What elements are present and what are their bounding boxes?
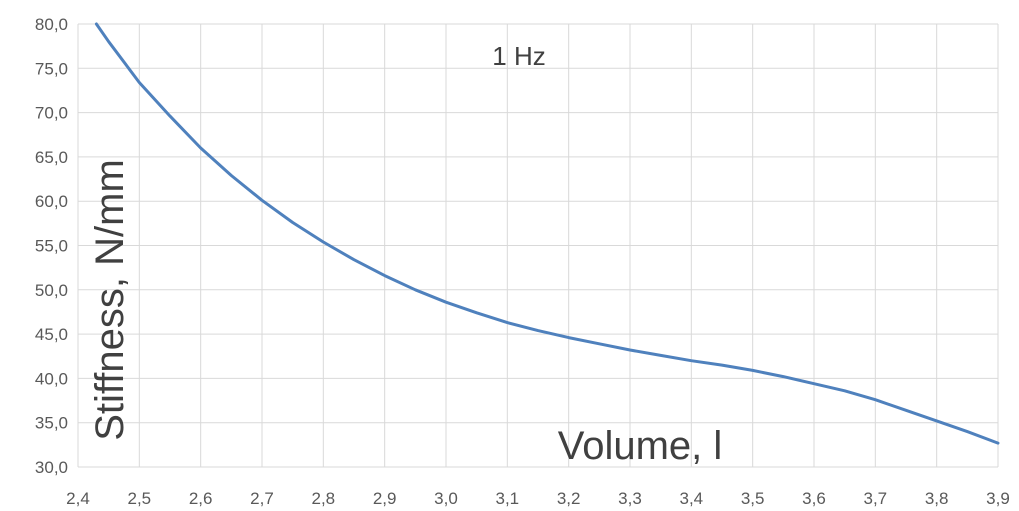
y-tick-label: 40,0 (35, 369, 68, 388)
y-tick-labels: 30,0 35,0 40,0 45,0 50,0 55,0 60,0 65,0 70,0 75,0… (35, 15, 68, 477)
x-tick-label: 2,8 (312, 489, 336, 508)
x-tick-label: 3,7 (864, 489, 888, 508)
x-tick-label: 3,0 (434, 489, 458, 508)
x-tick-label: 2,9 (373, 489, 397, 508)
chart-annotation: 1 Hz (492, 41, 545, 71)
x-tick-label: 3,3 (618, 489, 642, 508)
y-tick-label: 80,0 (35, 15, 68, 34)
x-tick-label: 3,1 (496, 489, 520, 508)
y-tick-label: 70,0 (35, 104, 68, 123)
y-tick-label: 60,0 (35, 192, 68, 211)
y-tick-label: 55,0 (35, 237, 68, 256)
series-line (94, 22, 1000, 445)
y-axis-title: Stiffness, N/mm (88, 159, 132, 441)
x-tick-label: 3,4 (680, 489, 704, 508)
x-tick-label: 3,8 (925, 489, 949, 508)
x-tick-label: 3,9 (986, 489, 1010, 508)
x-tick-label: 2,4 (66, 489, 90, 508)
y-tick-label: 65,0 (35, 148, 68, 167)
y-tick-label: 50,0 (35, 281, 68, 300)
x-tick-label: 3,2 (557, 489, 581, 508)
y-tick-label: 35,0 (35, 414, 68, 433)
x-tick-label: 3,5 (741, 489, 765, 508)
x-tick-label: 2,6 (189, 489, 213, 508)
grid (77, 23, 999, 468)
x-axis-title: Volume, l (558, 424, 723, 468)
x-tick-label: 3,6 (802, 489, 826, 508)
y-tick-label: 30,0 (35, 458, 68, 477)
y-tick-label: 75,0 (35, 59, 68, 78)
x-tick-label: 2,5 (128, 489, 152, 508)
x-tick-label: 2,7 (250, 489, 274, 508)
x-tick-labels: 2,4 2,5 2,6 2,7 2,8 2,9 3,0 3,1 3,2 3,3 3,4 3,5 3,6 3… (66, 489, 1010, 508)
y-tick-label: 45,0 (35, 325, 68, 344)
